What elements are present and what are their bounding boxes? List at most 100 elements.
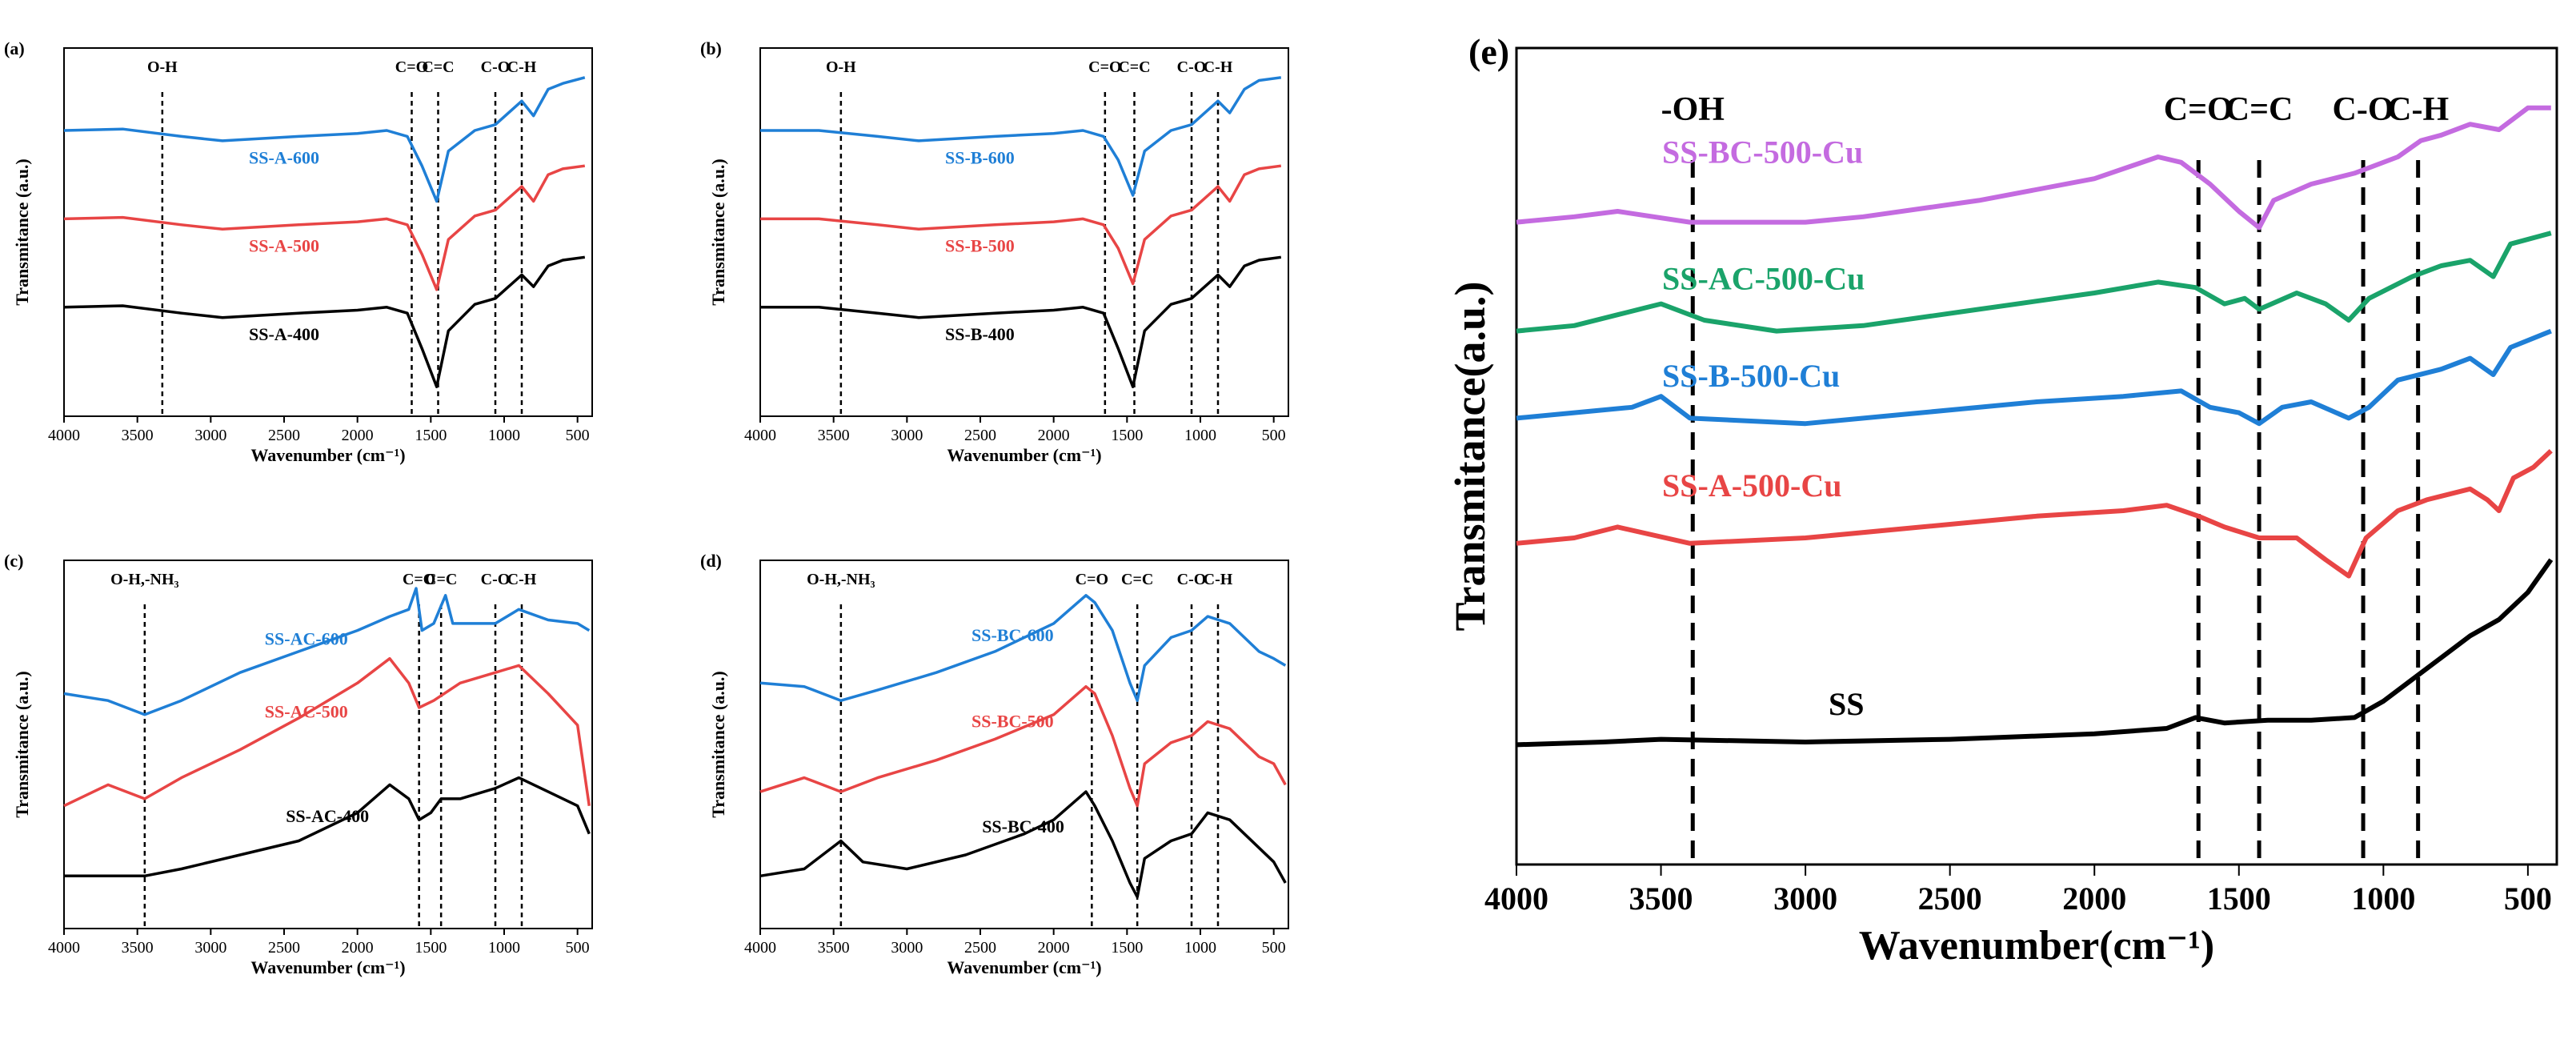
x-tick-label: 3000 [1773,881,1837,917]
series-line-ss-a-600 [63,76,586,203]
series-label-ss-a-600: SS-A-600 [249,147,319,167]
series-line-ss-bc-500-cu [1516,105,2551,231]
ref-label-c-c: C=C [1118,58,1150,76]
x-tick-label: 2500 [1918,881,1982,917]
ref-label-c-c: C=C [1121,571,1153,588]
x-tick-label: 1500 [415,427,447,444]
ref-label-c-c: C=C [425,571,457,588]
ref-label-c-o: C=O [1088,58,1121,76]
x-axis-label: Wavenumber (cm⁻¹) [250,957,405,977]
ref-label-c-o: C=O [403,571,435,588]
x-tick-label: 4000 [48,427,80,444]
x-tick-label: 1000 [1184,427,1216,444]
series-label-ss-a-500: SS-A-500 [249,236,319,256]
panel-e: (e) 4000 3500 3000 2500 2000 1500 1000 500 Wavenu… [1446,31,2558,969]
x-tick-label: 2000 [2062,881,2126,917]
y-axis-label: Transmitance(a.u.) [1446,282,1494,632]
ref-label-c-h: C-H [2387,91,2449,128]
ref-label-oh: -OH [1661,91,1725,128]
panel-b: (b) 4000 3500 3000 2500 2000 1500 1000 500 Wavenu… [700,38,1289,465]
panel-c: (c) 4000 3500 3000 2500 2000 1500 1000 500 Wavenu… [4,551,593,977]
panel-label: (e) [1468,31,1509,72]
x-tick-label: 1000 [488,427,520,444]
ref-label-c-o: C-O [481,571,511,588]
x-tick-label: 3500 [818,427,850,444]
plot-frame [759,47,1289,417]
series-label-ss-ac-500: SS-AC-500 [265,702,348,722]
ref-label-o-h: O-H [826,58,856,76]
x-tick-label: 2500 [268,427,300,444]
series-label-ss-b-500: SS-B-500 [945,236,1015,256]
panel-label: (d) [700,551,722,571]
panel-label: (b) [700,38,722,58]
x-tick-label: 1500 [2207,881,2271,917]
panel-a: (a) 4000 3500 3000 2500 2000 1500 1000 500 Wavenu… [4,38,593,465]
ref-label-c-h: C-H [507,571,537,588]
y-axis-label: Transmitance (a.u.) [12,671,32,818]
series-label-ss-ac-400: SS-AC-400 [286,806,369,826]
series-line-ss-ac-500-cu [1516,231,2552,334]
series-label-ss-a-400: SS-A-400 [249,324,319,344]
series-line-ss-ac-500 [63,656,591,808]
series-label-ss-bc-500: SS-BC-500 [972,712,1054,732]
ref-label-c-o: C-O [481,58,511,76]
series-line-ss-b-600 [760,76,1282,197]
series-label-ss: SS [1829,686,1865,722]
x-tick-label: 2500 [964,427,996,444]
x-tick-label: 3500 [122,939,154,957]
series-label-ss-b-500-cu: SS-B-500-Cu [1662,358,1840,394]
series-label-ss-ac-500-cu: SS-AC-500-Cu [1662,260,1865,296]
x-tick-label: 3000 [891,427,923,444]
x-tick-label: 2000 [1038,427,1070,444]
x-tick-label: 3500 [122,427,154,444]
series-label-ss-b-400: SS-B-400 [945,324,1015,344]
ref-label-c-h: C-H [507,58,537,76]
series-label-ss-ac-600: SS-AC-600 [265,629,348,649]
x-tick-label: 1000 [488,939,520,957]
series-line-ss-ac-600 [63,587,591,716]
x-axis-label: Wavenumber (cm⁻¹) [947,445,1101,465]
x-tick-label: 1500 [415,939,447,957]
x-axis-label: Wavenumber (cm⁻¹) [947,957,1101,977]
panel-label: (c) [4,551,23,571]
series-line-ss-ac-400 [64,776,591,878]
series-line-ss-a-400 [63,255,586,388]
ref-label-o-h-nh: O-H,-NH₃ [807,571,875,588]
plot-frame [759,560,1289,929]
ref-label-c-o: C-O [1177,571,1207,588]
series-label-ss-bc-400: SS-BC-400 [982,816,1064,836]
x-tick-label: 4000 [744,427,776,444]
x-tick-label: 3000 [194,427,226,444]
ref-label-c-h: C-H [1204,58,1233,76]
panel-d: (d) 4000 3500 3000 2500 2000 1500 1000 500 Wavenu… [700,551,1289,977]
x-tick-label: 3500 [1629,881,1693,917]
ref-label-c-c: C=C [2225,91,2294,128]
plot-frame [63,47,593,417]
x-tick-label: 500 [566,939,590,957]
ref-label-c-h: C-H [1204,571,1233,588]
x-tick-label: 3500 [818,939,850,957]
series-line-ss-bc-600 [759,594,1287,702]
x-axis-label: Wavenumber(cm⁻¹) [1859,923,2215,969]
series-line-ss-bc-500 [759,684,1287,808]
x-tick-label: 1500 [1111,427,1143,444]
plot-frame [63,560,593,929]
x-tick-label: 4000 [1484,881,1548,917]
x-tick-label: 500 [1262,427,1286,444]
x-axis-label: Wavenumber (cm⁻¹) [250,445,405,465]
ref-label-o-h-nh: O-H,-NH₃ [110,571,178,588]
x-tick-label: 1500 [1111,939,1143,957]
x-tick-label: 500 [2504,881,2552,917]
series-line-ss-a-500-cu [1516,449,2553,579]
x-tick-label: 4000 [744,939,776,957]
series-line-ss-b-400 [760,255,1282,388]
x-tick-label: 2500 [268,939,300,957]
x-tick-label: 2500 [964,939,996,957]
x-tick-label: 2000 [1038,939,1070,957]
ref-label-o-h: O-H [147,58,178,76]
x-tick-label: 4000 [48,939,80,957]
x-tick-label: 3000 [194,939,226,957]
x-tick-label: 1000 [2351,881,2415,917]
series-label-ss-b-600: SS-B-600 [945,147,1015,167]
